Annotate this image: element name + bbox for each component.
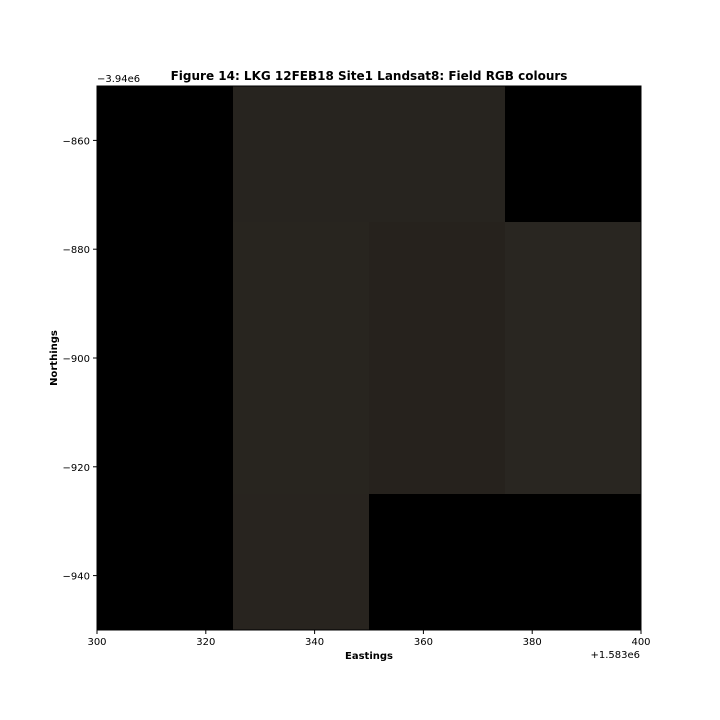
heatmap-cell bbox=[233, 86, 369, 222]
y-offset-label: −3.94e6 bbox=[97, 74, 140, 85]
heatmap-cell bbox=[369, 222, 505, 494]
x-tick-label: 380 bbox=[523, 637, 542, 648]
heatmap-cell bbox=[233, 222, 369, 494]
heatmap-cell bbox=[369, 86, 505, 222]
x-tick-label: 400 bbox=[631, 637, 650, 648]
y-tick-label: −940 bbox=[63, 572, 90, 583]
x-tick-label: 360 bbox=[414, 637, 433, 648]
x-tick-label: 340 bbox=[305, 637, 324, 648]
y-tick-label: −860 bbox=[63, 136, 90, 147]
y-tick-label: −920 bbox=[63, 463, 90, 474]
x-tick-label: 320 bbox=[196, 637, 215, 648]
heatmap-cell bbox=[233, 494, 369, 630]
x-tick-label: 300 bbox=[87, 637, 106, 648]
y-axis-label: Northings bbox=[49, 330, 60, 386]
y-tick-label: −900 bbox=[63, 354, 90, 365]
chart-title: Figure 14: LKG 12FEB18 Site1 Landsat8: F… bbox=[171, 69, 568, 83]
y-axis: −860 −880 −900 −920 −940 bbox=[63, 136, 97, 583]
cell-group bbox=[233, 86, 641, 630]
plot-area bbox=[96, 85, 642, 631]
x-offset-label: +1.583e6 bbox=[590, 650, 640, 661]
heatmap-cell bbox=[505, 222, 641, 494]
x-axis-label: Eastings bbox=[345, 651, 393, 662]
y-tick-label: −880 bbox=[63, 245, 90, 256]
x-axis: 300 320 340 360 380 400 bbox=[87, 630, 651, 648]
